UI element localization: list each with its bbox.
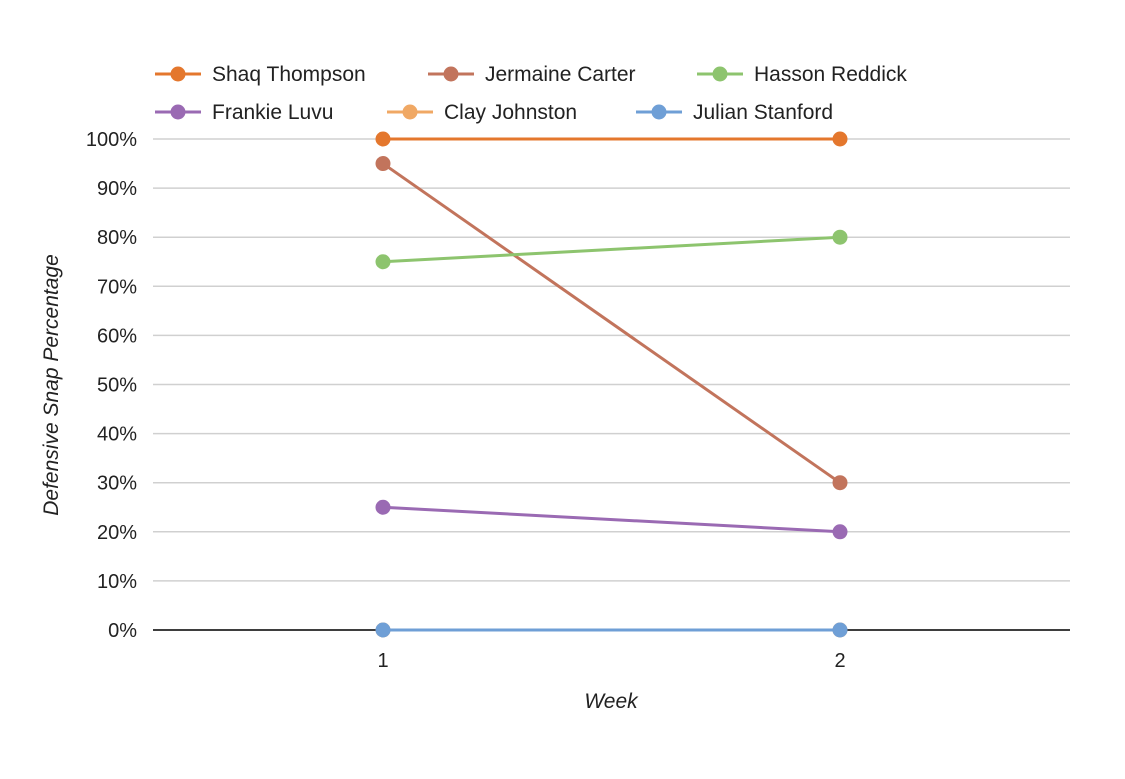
legend-label: Clay Johnston [444,101,577,124]
data-point [832,622,848,638]
series-shaq-thompson [375,131,848,147]
data-point [375,499,391,515]
legend-item: Shaq Thompson [155,63,366,86]
y-axis-tick-labels: 0% 10% 20% 30% 40% 50% 60% 70% 80% 90% 100% [86,129,137,642]
data-point [832,524,848,540]
y-tick-label: 0% [108,620,137,642]
legend-label: Hasson Reddick [754,63,907,86]
data-point [832,475,848,491]
series-julian-stanford [375,622,848,638]
legend-item: Hasson Reddick [697,63,907,86]
y-tick-label: 10% [97,571,137,593]
series-line [382,505,841,534]
legend-item: Jermaine Carter [428,63,636,86]
y-tick-label: 60% [97,325,137,347]
y-tick-label: 40% [97,424,137,446]
legend-swatch-marker [651,104,667,120]
y-tick-label: 100% [86,129,137,151]
legend-item: Clay Johnston [387,101,577,124]
y-axis-title: Defensive Snap Percentage [40,254,63,516]
gridlines [153,138,1070,582]
legend-swatch-marker [402,104,418,120]
legend-swatch-marker [443,66,459,82]
y-tick-label: 70% [97,276,137,298]
legend-swatch-marker [170,104,186,120]
y-tick-label: 50% [97,375,137,397]
legend-item: Julian Stanford [636,101,833,124]
legend-label: Julian Stanford [693,101,833,124]
y-tick-label: 20% [97,522,137,544]
x-tick-label: 2 [834,650,845,672]
legend-swatch-marker [712,66,728,82]
data-point [375,622,391,638]
legend: Shaq Thompson Jermaine Carter Hasson Reddi… [155,63,907,124]
series-hasson-reddick [375,229,848,270]
data-point [375,156,391,172]
legend-label: Jermaine Carter [485,63,636,86]
data-point [375,131,391,147]
series-lines [375,131,848,638]
x-tick-label: 1 [377,650,388,672]
series-line [382,162,841,484]
series-line [382,235,841,264]
series-jermaine-carter [375,156,848,491]
y-tick-label: 30% [97,473,137,495]
x-axis-title: Week [584,690,639,713]
y-tick-label: 80% [97,227,137,249]
legend-label: Shaq Thompson [212,63,366,86]
data-point [375,254,391,270]
legend-label: Frankie Luvu [212,101,333,124]
y-tick-label: 90% [97,178,137,200]
data-point [832,131,848,147]
legend-item: Frankie Luvu [155,101,333,124]
series-frankie-luvu [375,499,848,540]
legend-swatch-marker [170,66,186,82]
data-point [832,229,848,245]
